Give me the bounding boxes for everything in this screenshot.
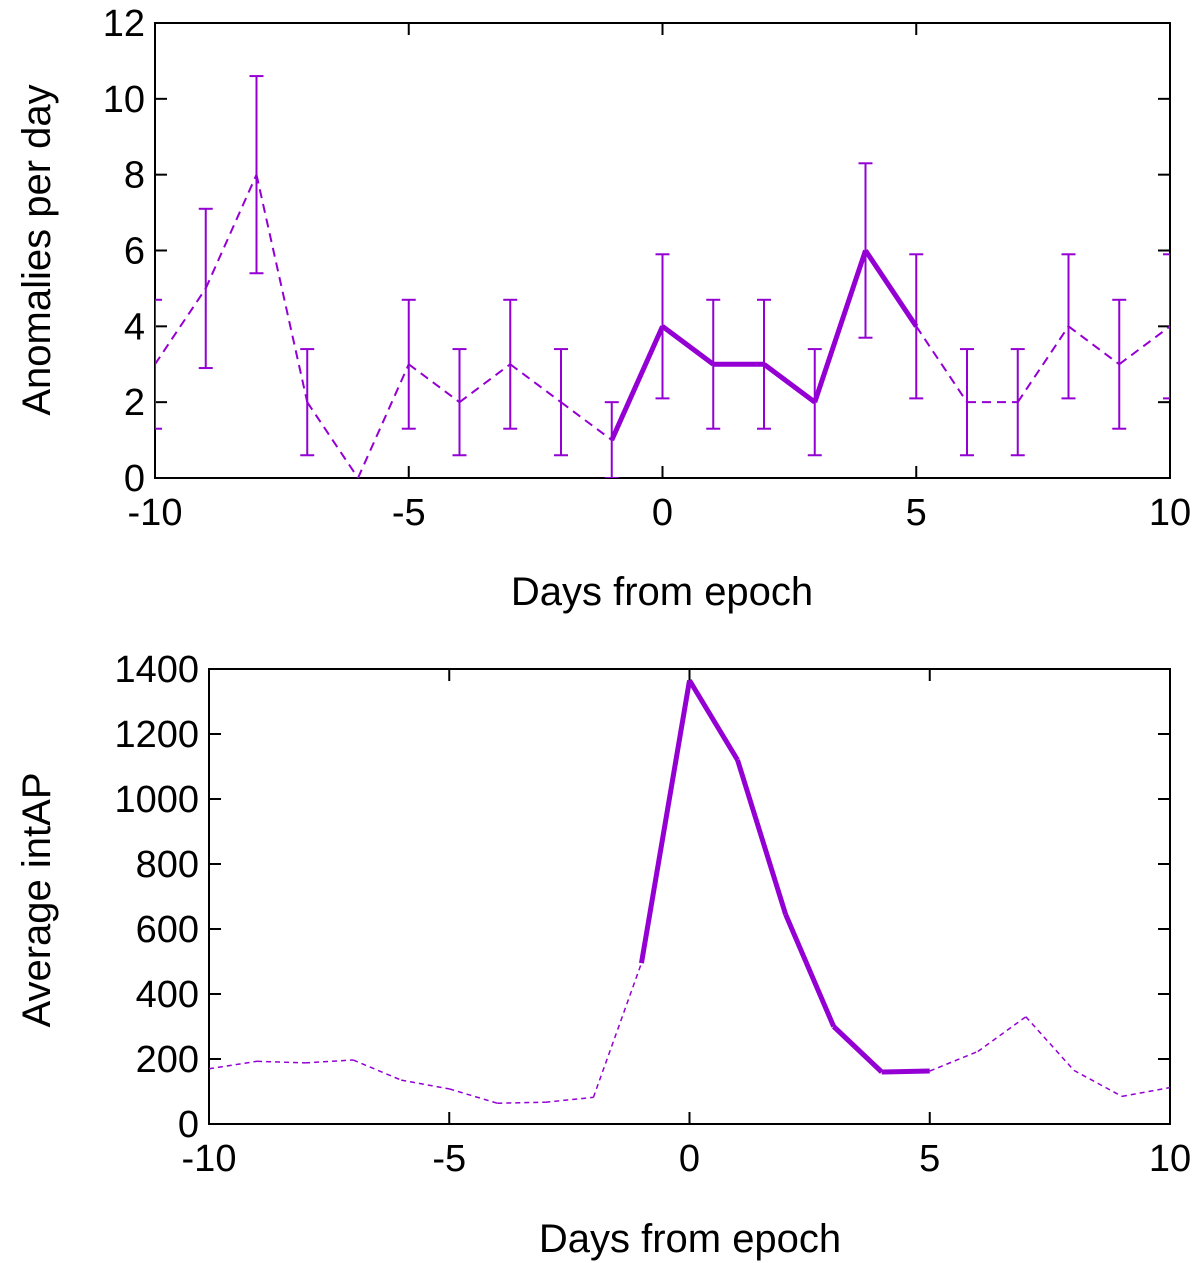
top-x-tick-label: 10 bbox=[1149, 492, 1191, 534]
bottom-x-tick-label: -5 bbox=[432, 1138, 466, 1180]
bottom-y-tick-label: 600 bbox=[136, 909, 199, 951]
bottom-plot-frame bbox=[208, 668, 1171, 1125]
bottom-series-segment-dashed bbox=[257, 1060, 306, 1064]
top-series-segment-dashed bbox=[1016, 325, 1070, 403]
top-y-tick-label: 12 bbox=[103, 3, 145, 45]
bottom-series-segment-dashed bbox=[592, 962, 643, 1098]
bottom-series-segment-solid bbox=[687, 679, 740, 762]
top-y-tick-label: 6 bbox=[124, 231, 145, 273]
top-series-segment-solid bbox=[812, 249, 868, 403]
top-error-bar bbox=[807, 348, 822, 457]
top-series-segment-solid bbox=[661, 324, 715, 367]
bottom-y-tick-label: 1200 bbox=[114, 714, 199, 756]
top-x-tick-label: -10 bbox=[128, 492, 183, 534]
top-series-segment-dashed bbox=[915, 325, 968, 403]
top-series bbox=[155, 75, 1170, 478]
top-error-bar bbox=[452, 348, 467, 457]
bottom-series-segment-dashed bbox=[545, 1096, 594, 1103]
top-error-bar bbox=[249, 75, 264, 275]
top-x-tick-label: -5 bbox=[392, 492, 426, 534]
bottom-x-tick-label: 5 bbox=[919, 1138, 940, 1180]
top-y-tick-label: 10 bbox=[103, 79, 145, 121]
bottom-series-segment-solid bbox=[881, 1068, 930, 1075]
bottom-series-segment-dashed bbox=[497, 1101, 546, 1104]
top-series-segment-solid bbox=[762, 362, 817, 405]
top-series-segment-dashed bbox=[255, 174, 309, 403]
bottom-y-tick-label: 1000 bbox=[114, 779, 199, 821]
top-y-tick-label: 2 bbox=[124, 382, 145, 424]
top-error-bar bbox=[1163, 253, 1170, 400]
bottom-series-segment-dashed bbox=[209, 1060, 258, 1070]
top-y-tick-label: 4 bbox=[124, 306, 145, 348]
bottom-y-axis-label: Average intAP bbox=[15, 773, 59, 1028]
bottom-y-tick-label: 1400 bbox=[114, 649, 199, 691]
bottom-series-segment-solid bbox=[783, 913, 836, 1028]
top-y-tick-label: 0 bbox=[124, 458, 145, 500]
top-x-tick-label: 0 bbox=[652, 492, 673, 534]
top-series-segment-dashed bbox=[1118, 325, 1170, 366]
bottom-series-segment-dashed bbox=[929, 1050, 979, 1072]
bottom-series-segment-solid bbox=[638, 679, 692, 964]
bottom-series-segment-dashed bbox=[977, 1016, 1027, 1053]
bottom-series-segment-dashed bbox=[1073, 1069, 1123, 1098]
bottom-series bbox=[209, 679, 1170, 1104]
top-series-segment-dashed bbox=[306, 401, 359, 478]
top-error-bar bbox=[155, 298, 162, 430]
top-series-segment-dashed bbox=[357, 363, 410, 478]
bottom-y-tick-label: 0 bbox=[178, 1104, 199, 1146]
bottom-y-tick-label: 200 bbox=[136, 1039, 199, 1081]
top-panel: Anomalies per day Days from epoch 0 2 4 6 8 1… bbox=[15, 3, 1191, 614]
bottom-series-segment-dashed bbox=[1025, 1016, 1075, 1071]
top-x-axis-label: Days from epoch bbox=[511, 570, 813, 614]
bottom-series-segment-dashed bbox=[305, 1059, 354, 1064]
top-series-segment-dashed bbox=[509, 363, 562, 403]
top-x-tick-label: 5 bbox=[906, 492, 927, 534]
top-series-segment-dashed bbox=[458, 363, 511, 403]
top-series-segment-dashed bbox=[204, 174, 258, 289]
bottom-x-tick-label: 0 bbox=[679, 1138, 700, 1180]
bottom-series-segment-solid bbox=[735, 759, 788, 916]
top-series-segment-dashed bbox=[155, 287, 207, 365]
bottom-series-segment-dashed bbox=[352, 1059, 402, 1081]
top-series-segment-dashed bbox=[1067, 325, 1120, 366]
bottom-x-tick-label: 10 bbox=[1149, 1138, 1191, 1180]
bottom-x-axis-label: Days from epoch bbox=[539, 1217, 841, 1261]
bottom-series-segment-dashed bbox=[449, 1088, 498, 1104]
bottom-x-tick-label: -10 bbox=[182, 1138, 237, 1180]
bottom-series-segment-dashed bbox=[1121, 1086, 1170, 1098]
bottom-series-segment-dashed bbox=[401, 1079, 450, 1090]
bottom-panel: Average intAP Days from epoch 0 200 400 600… bbox=[15, 649, 1191, 1261]
bottom-y-tick-label: 800 bbox=[136, 844, 199, 886]
top-y-axis-label: Anomalies per day bbox=[15, 84, 59, 415]
bottom-y-tick-label: 400 bbox=[136, 974, 199, 1016]
bottom-series-segment-solid bbox=[831, 1024, 884, 1074]
top-series-segment-solid bbox=[863, 249, 919, 328]
top-y-tick-label: 8 bbox=[124, 155, 145, 197]
top-series-segment-dashed bbox=[408, 363, 461, 403]
top-series-segment-dashed bbox=[560, 401, 613, 441]
top-series-segment-solid bbox=[609, 325, 665, 442]
